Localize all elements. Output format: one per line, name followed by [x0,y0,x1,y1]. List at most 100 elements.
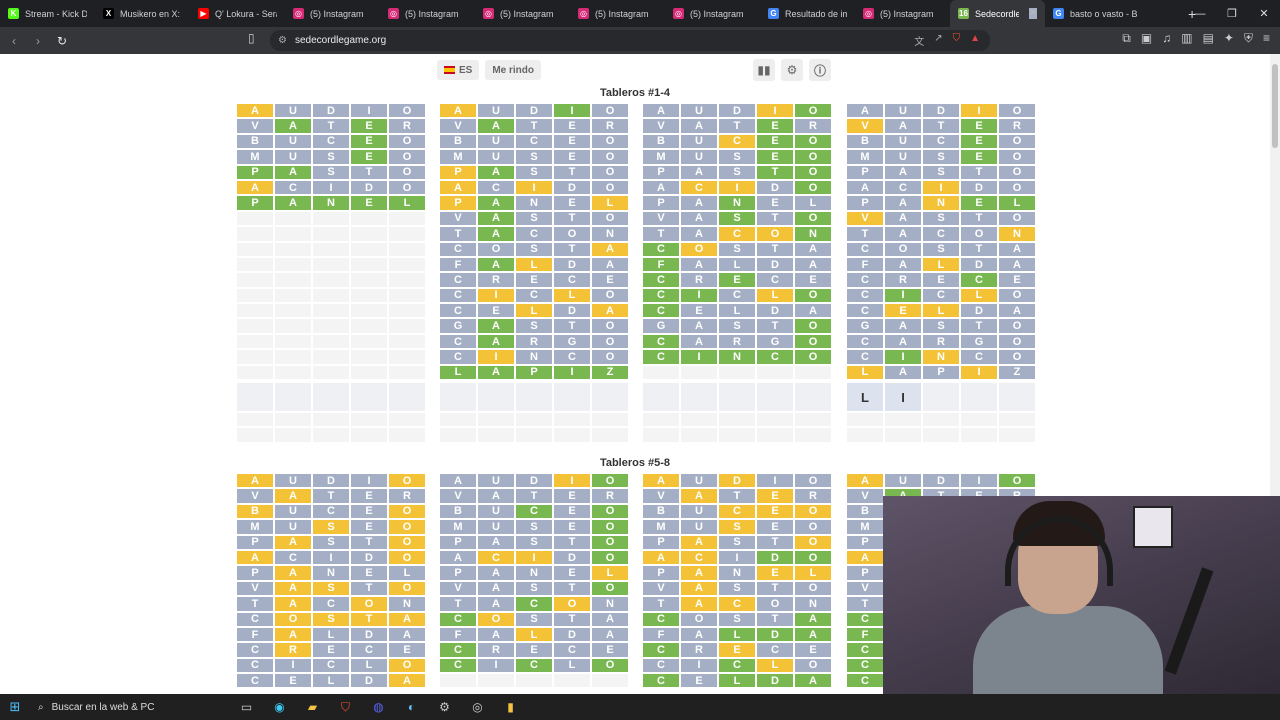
letter-tile: C [516,597,552,611]
browser-tab[interactable]: K Stream - Kick Da [0,0,95,27]
browser-tab[interactable]: ◎ (5) Instagram [855,0,950,27]
give-up-button[interactable]: Me rindo [485,60,542,80]
obs-icon[interactable]: ◎ [472,700,483,714]
brave-icon[interactable]: ⛉ [340,699,350,714]
letter-tile: C [313,134,349,149]
browser-tab[interactable]: G Resultado de imá [760,0,855,27]
back-icon[interactable]: ‹ [12,33,16,48]
page-scrollbar[interactable] [1270,54,1280,694]
task-view-icon[interactable]: ▭ [240,700,253,714]
restore-icon[interactable]: ❐ [1227,8,1237,20]
letter-tile: P [237,196,273,210]
screenshot-icon[interactable]: ▣ [1140,31,1153,45]
letter-tile: O [389,150,425,164]
close-tab-icon[interactable]: ✕ [1028,8,1037,19]
brave-shield-icon[interactable]: ⛉ [952,33,961,44]
bookmark-icon[interactable]: ▯ [248,31,255,45]
letter-tile: C [440,242,476,256]
letter-tile: A [795,242,831,256]
language-button[interactable]: ES [437,60,480,80]
share-icon[interactable]: ↗ [934,33,943,44]
letter-tile: O [592,165,628,179]
ai-icon[interactable]: ✦ [1223,31,1234,45]
empty-tile [351,365,387,380]
empty-tile [389,350,425,364]
windows-start-icon[interactable]: ⊞ [9,699,21,714]
url-field[interactable]: ⚙ sedecordlegame.org 文 ↗ ⛉ ▲ [270,30,990,51]
letter-tile: C [643,674,679,688]
empty-tile [237,288,273,303]
letter-tile: C [643,242,679,256]
letter-tile: C [719,658,755,673]
taskbar-search[interactable]: ⌕ Buscar en la web & PC [30,694,230,720]
settings-icon[interactable]: ⚙ [439,700,450,714]
steam-icon[interactable]: ◐ [407,700,416,714]
browser-tab[interactable]: ▶ Q' Lokura - Será [190,0,285,27]
letter-tile: A [681,196,717,210]
browser-tab[interactable]: ◎ (5) Instagram [665,0,760,27]
empty-tile [313,428,349,442]
letter-tile: M [643,150,679,164]
close-window-icon[interactable]: ✕ [1259,8,1269,20]
browser-tab[interactable]: X Musikero en X: "r [95,0,190,27]
media-icon[interactable]: ♫ [1162,31,1172,45]
browser-tab[interactable]: ◎ (5) Instagram [570,0,665,27]
letter-tile: E [719,273,755,287]
top-left-controls: ES Me rindo [437,60,542,80]
browser-tab[interactable]: ◎ (5) Instagram [380,0,475,27]
discord-icon[interactable]: ◍ [373,700,384,714]
edge-icon[interactable]: ◉ [274,700,285,714]
browser-tab[interactable]: ◎ (5) Instagram [475,0,570,27]
letter-tile: V [237,581,273,596]
forward-icon[interactable]: › [36,33,40,48]
stats-icon[interactable]: ▮▮ [753,59,775,81]
site-info-icon[interactable]: ⚙ [278,35,287,46]
letter-tile: T [351,165,387,179]
brave-rewards-icon[interactable]: ▲ [970,33,980,44]
letter-tile: T [351,612,387,626]
letter-tile: N [313,566,349,580]
letter-tile: O [592,474,628,488]
extensions-icon[interactable]: ⧉ [1122,31,1131,45]
translate-icon[interactable]: 文 [914,37,925,48]
letter-tile: E [351,119,387,133]
letter-tile: A [885,196,921,210]
wallet-icon[interactable]: ▤ [1202,31,1214,45]
browser-tab[interactable]: ◎ (5) Instagram [285,0,380,27]
streamlabs-icon[interactable]: ▮ [507,700,514,714]
file-explorer-icon[interactable]: ▰ [307,700,318,714]
scrollbar-thumb[interactable] [1272,64,1278,148]
letter-tile: T [961,242,997,256]
browser-tab[interactable]: 16 Sedecordle G ✕ [950,0,1045,27]
settings-gear-icon[interactable]: ⚙ [781,59,803,81]
empty-tile [237,257,273,272]
letter-tile: O [592,104,628,118]
letter-tile: S [516,520,552,534]
new-tab-button[interactable]: + [1188,5,1197,22]
info-icon[interactable]: ⓘ [809,59,831,81]
letter-tile: B [847,504,883,519]
menu-icon[interactable]: ≡ [1262,31,1270,45]
minimize-icon[interactable]: — [1194,7,1206,20]
letter-tile: C [643,304,679,318]
letter-tile: S [516,581,552,596]
letter-tile: E [961,196,997,210]
letter-tile: B [237,134,273,149]
vpn-icon[interactable]: ⛨ [1243,31,1253,45]
letter-tile: A [795,257,831,272]
reload-icon[interactable]: ↻ [56,33,68,48]
letter-tile: T [554,242,590,256]
current-guess-tile [478,383,514,412]
letter-tile: V [440,119,476,133]
letter-tile: O [592,319,628,333]
sidebar-icon[interactable]: ▥ [1181,31,1193,45]
letter-tile: A [478,566,514,580]
letter-tile: O [554,227,590,241]
